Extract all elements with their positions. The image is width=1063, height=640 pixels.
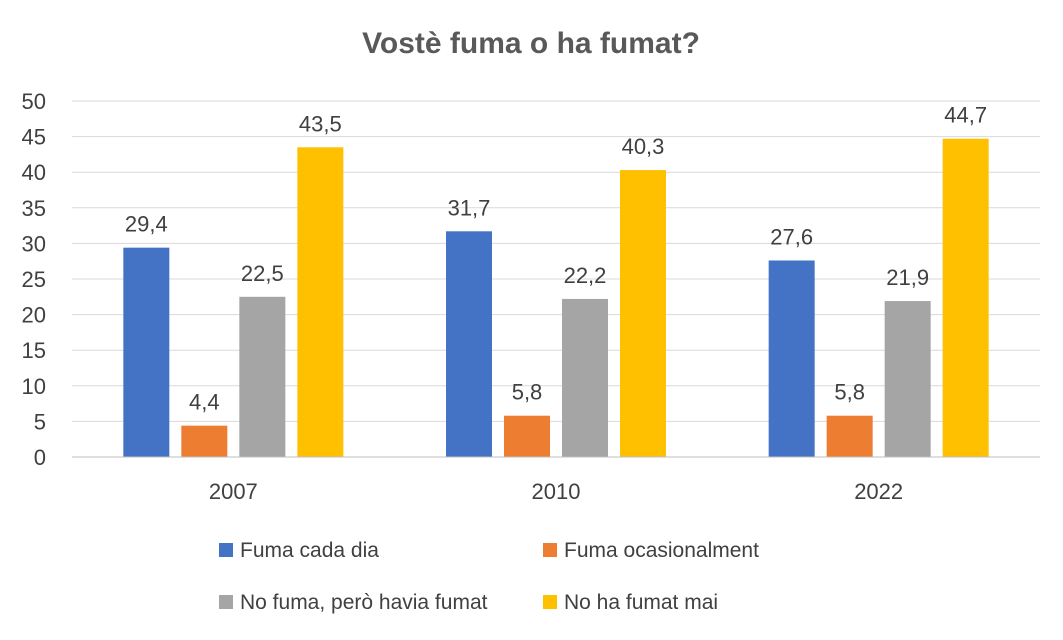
- legend-label: No fuma, però havia fumat: [240, 591, 488, 614]
- bar-2007-series-1: [181, 425, 228, 457]
- data-label: 22,5: [241, 261, 284, 286]
- bar-2010-series-2: [562, 298, 608, 457]
- bar-2010-series-3: [620, 170, 666, 457]
- bar-2022-series-0: [768, 260, 815, 457]
- data-label: 22,2: [564, 263, 607, 288]
- y-tick-label: 20: [22, 303, 46, 328]
- data-label: 44,7: [944, 103, 987, 128]
- bar-2022-series-3: [942, 138, 989, 457]
- bar-2022-series-1: [826, 415, 873, 457]
- data-label: 21,9: [886, 265, 929, 290]
- gridlines: [72, 100, 1040, 422]
- chart-title: Vostè fuma o ha fumat?: [362, 27, 700, 60]
- x-category-label: 2010: [532, 479, 581, 504]
- data-label: 29,4: [125, 212, 168, 237]
- bar-2010-series-1: [504, 415, 550, 457]
- y-tick-label: 10: [22, 374, 46, 399]
- legend-swatch: [219, 543, 233, 557]
- data-label: 5,8: [512, 380, 543, 405]
- bar-2007-series-0: [123, 247, 170, 457]
- legend-label: Fuma ocasionalment: [564, 539, 759, 562]
- data-label: 4,4: [189, 390, 220, 415]
- data-label: 31,7: [448, 195, 491, 220]
- legend-swatch: [543, 543, 557, 557]
- data-label: 40,3: [622, 134, 665, 159]
- x-category-label: 2007: [209, 479, 258, 504]
- bar-2010-series-0: [446, 231, 492, 457]
- data-label: 27,6: [770, 224, 813, 249]
- x-category-label: 2022: [854, 479, 903, 504]
- legend-label: Fuma cada dia: [240, 539, 379, 562]
- y-tick-label: 5: [34, 409, 46, 434]
- legend-label: No ha fumat mai: [564, 591, 718, 614]
- bar-2022-series-2: [884, 301, 931, 457]
- legend: Fuma cada dia Fuma ocasionalment No fuma, …: [219, 539, 759, 614]
- y-axis-ticks: 0 5 10 15 20 25 30 35 40 45 50: [22, 89, 46, 470]
- y-tick-label: 25: [22, 267, 46, 292]
- data-label: 5,8: [834, 380, 865, 405]
- bars: [123, 138, 989, 457]
- data-label: 43,5: [299, 111, 342, 136]
- bar-2007-series-3: [297, 147, 344, 457]
- y-tick-label: 0: [34, 445, 46, 470]
- y-tick-label: 50: [22, 89, 46, 114]
- x-axis-categories: 2007 2010 2022: [209, 479, 903, 504]
- legend-swatch: [543, 595, 557, 609]
- y-tick-label: 35: [22, 196, 46, 221]
- data-labels: 29,4 4,4 22,5 43,5 31,7 5,8 22,2 40,3 27,6 5,8 21,…: [125, 103, 987, 415]
- y-tick-label: 30: [22, 231, 46, 256]
- bar-2007-series-2: [239, 296, 286, 457]
- y-tick-label: 45: [22, 125, 46, 150]
- y-tick-label: 15: [22, 338, 46, 363]
- y-tick-label: 40: [22, 160, 46, 185]
- legend-swatch: [219, 595, 233, 609]
